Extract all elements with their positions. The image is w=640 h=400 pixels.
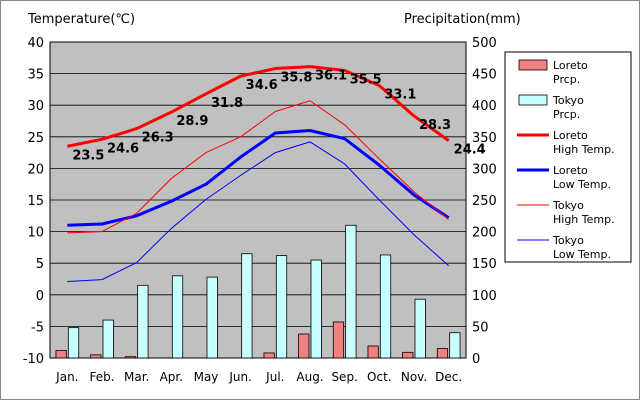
left-tick-label: 40: [27, 36, 44, 51]
left-tick-label: 10: [27, 226, 44, 241]
left-tick-label: 0: [36, 289, 44, 304]
x-tick-label: Jan.: [55, 370, 78, 384]
right-tick-label: 200: [472, 226, 497, 241]
data-labels-layer: 23.5 24.626.328.931.834.635.8 36.1 35.533.1…: [72, 69, 485, 164]
left-tick-label: 20: [27, 162, 44, 177]
legend-swatch: [518, 59, 548, 71]
left-tick-label: -10: [23, 352, 44, 367]
legend-label: Loreto: [553, 164, 588, 177]
data-label: 28.9: [176, 114, 208, 129]
legend-swatch: [518, 94, 548, 106]
right-tick-label: 150: [472, 257, 497, 272]
bar: [90, 354, 102, 359]
bar: [102, 319, 114, 359]
legend-box: [504, 51, 632, 263]
left-tick-label: 5: [36, 257, 44, 272]
x-tick-label: May: [194, 370, 219, 384]
left-tick-label: 30: [27, 99, 44, 114]
bar: [414, 298, 426, 359]
left-tick-label: -5: [31, 320, 44, 335]
legend-label: Prcp.: [553, 108, 580, 121]
bar: [436, 348, 449, 359]
right-axis-label: Precipitation(mm): [404, 12, 521, 27]
legend-label: Low Temp.: [553, 248, 611, 261]
bar: [241, 253, 253, 359]
data-label: 33.1: [384, 88, 416, 103]
bar: [67, 327, 80, 359]
legend-label: Low Temp.: [553, 178, 611, 191]
x-tick-label: Feb.: [89, 370, 114, 384]
bar: [298, 333, 310, 359]
bar: [379, 254, 392, 359]
bar: [263, 352, 275, 359]
right-tick-label: 250: [472, 194, 497, 209]
data-label: 35.8: [280, 71, 312, 86]
right-tick-label: 500: [472, 36, 497, 51]
axes-layer: -10-505101520253035400501001502002503003…: [23, 36, 497, 384]
x-tick-label: Jun.: [228, 370, 252, 384]
bar: [449, 332, 461, 359]
right-tick-label: 50: [472, 320, 489, 335]
data-label: 23.5: [72, 148, 104, 163]
left-tick-label: 35: [27, 68, 44, 83]
grid-lines: [50, 41, 466, 359]
bar: [345, 224, 357, 359]
data-label: 34.6: [246, 78, 278, 93]
data-label: 26.3: [142, 131, 174, 146]
legend-label: Tokyo: [552, 199, 584, 212]
data-label: 24.4: [454, 143, 486, 158]
legend-label: Tokyo: [552, 94, 584, 107]
bar: [367, 345, 379, 359]
x-tick-label: Aug.: [296, 370, 323, 384]
x-tick-label: Nov.: [401, 370, 427, 384]
legend-label: Loreto: [553, 129, 588, 142]
x-tick-label: Dec.: [435, 370, 462, 384]
x-tick-label: Oct.: [367, 370, 392, 384]
data-label: 24.6: [107, 141, 139, 156]
bar: [332, 321, 345, 359]
legend-label: High Temp.: [553, 143, 615, 156]
bar: [206, 276, 218, 359]
legend-label: Prcp.: [553, 73, 580, 86]
bar: [275, 255, 288, 359]
right-tick-label: 400: [472, 99, 497, 114]
legend-label: High Temp.: [553, 213, 615, 226]
bar: [137, 284, 149, 359]
series-line: [67, 100, 449, 234]
lines-layer: [67, 65, 450, 283]
right-tick-label: 100: [472, 289, 497, 304]
right-tick-label: 0: [472, 352, 480, 367]
series-line: [67, 141, 449, 283]
x-tick-label: Apr.: [160, 370, 183, 384]
data-label: 31.8: [211, 96, 243, 111]
x-tick-label: Jul.: [265, 370, 284, 384]
left-tick-label: 25: [27, 131, 44, 146]
bar: [55, 350, 67, 359]
series-line: [67, 128, 450, 227]
left-tick-label: 15: [27, 194, 44, 209]
bar: [124, 356, 137, 359]
legend-label: Loreto: [553, 59, 588, 72]
bar: [310, 259, 322, 359]
data-label: 35.5: [350, 72, 382, 87]
right-tick-label: 450: [472, 68, 497, 83]
bars-layer: [55, 224, 461, 359]
x-tick-label: Sep.: [331, 370, 357, 384]
right-tick-label: 300: [472, 162, 497, 177]
data-label: 28.3: [419, 118, 451, 133]
bar: [171, 275, 184, 359]
left-axis-label: Temperature(℃): [28, 12, 136, 27]
legend-label: Tokyo: [552, 234, 584, 247]
series-line: [67, 65, 450, 148]
right-tick-label: 350: [472, 131, 497, 146]
bar: [402, 351, 414, 359]
data-label: 36.1: [315, 69, 347, 84]
x-tick-label: Mar.: [124, 370, 149, 384]
